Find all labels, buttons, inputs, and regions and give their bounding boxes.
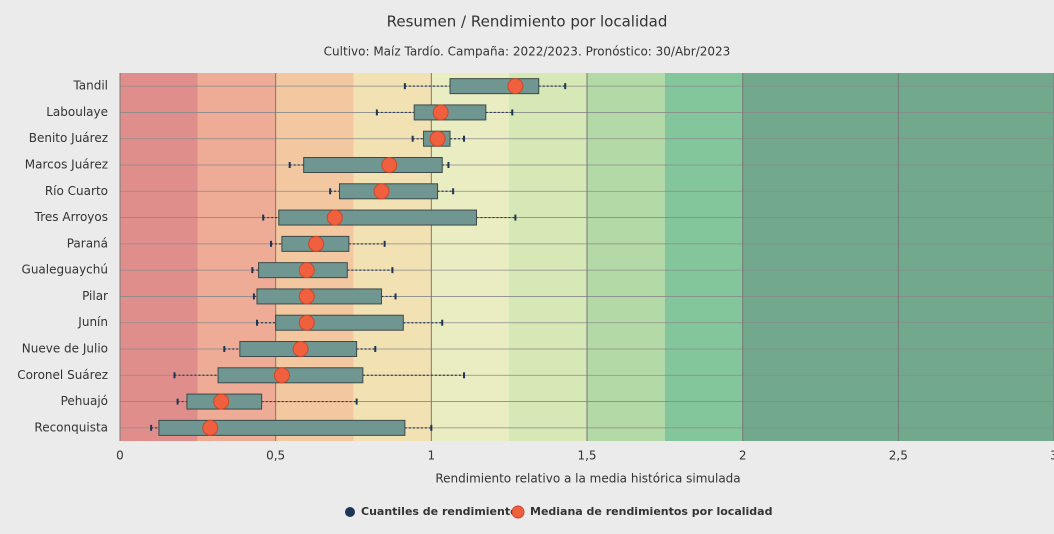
y-tick-label: Gualeguaychú xyxy=(22,263,108,277)
legend-marker xyxy=(345,507,355,517)
x-tick-label: 1 xyxy=(428,449,436,463)
y-tick-label: Pilar xyxy=(82,289,108,303)
x-tick-label: 0 xyxy=(116,449,124,463)
x-axis-title: Rendimiento relativo a la media históric… xyxy=(435,472,740,486)
y-tick-label: Nueve de Julio xyxy=(22,342,108,356)
median-point xyxy=(373,183,390,200)
median-point xyxy=(326,209,343,226)
x-tick-label: 1,5 xyxy=(577,449,596,463)
y-tick-label: Laboulaye xyxy=(46,105,108,119)
background-band xyxy=(120,73,198,441)
median-point xyxy=(273,367,290,384)
box xyxy=(158,419,406,436)
y-tick-label: Marcos Juárez xyxy=(25,158,108,172)
median-point xyxy=(381,157,398,173)
background-band xyxy=(431,73,510,441)
background-band xyxy=(587,73,665,441)
y-tick-label: Paraná xyxy=(67,236,108,250)
box xyxy=(303,157,443,173)
x-tick-label: 2,5 xyxy=(889,449,908,463)
y-tick-label: Junín xyxy=(77,315,108,329)
legend-marker xyxy=(511,505,525,519)
median-point xyxy=(213,393,230,410)
median-point xyxy=(432,104,449,121)
box xyxy=(256,288,383,305)
box xyxy=(278,209,477,226)
median-point xyxy=(292,341,309,357)
y-tick-label: Río Cuarto xyxy=(45,184,108,198)
x-tick-label: 2 xyxy=(739,449,747,463)
background-band xyxy=(353,73,432,441)
y-tick-label: Tres Arroyos xyxy=(34,210,108,224)
x-tick-label: 0,5 xyxy=(266,449,285,463)
background-band xyxy=(509,73,587,441)
median-point xyxy=(298,314,315,331)
legend-label: Cuantiles de rendimiento xyxy=(361,505,518,518)
chart-subtitle: Cultivo: Maíz Tardío. Campaña: 2022/2023… xyxy=(324,45,731,59)
background-band xyxy=(664,73,743,441)
x-tick-label: 3 xyxy=(1050,449,1054,463)
median-point xyxy=(298,262,315,279)
y-tick-label: Pehuajó xyxy=(61,394,108,408)
y-tick-label: Benito Juárez xyxy=(29,131,108,145)
legend-label: Mediana de rendimientos por localidad xyxy=(530,505,772,518)
box xyxy=(217,367,364,384)
y-tick-label: Reconquista xyxy=(34,420,108,434)
y-tick-label: Tandil xyxy=(72,79,108,93)
chart-title: Resumen / Rendimiento por localidad xyxy=(387,13,668,31)
box xyxy=(449,78,540,95)
median-point xyxy=(298,288,315,305)
y-tick-label: Coronel Suárez xyxy=(17,368,108,382)
box xyxy=(413,104,487,121)
background-band xyxy=(197,73,276,441)
median-point xyxy=(202,419,219,436)
box xyxy=(275,314,404,331)
median-point xyxy=(308,235,325,252)
background-band xyxy=(275,73,354,441)
median-point xyxy=(429,130,446,147)
median-point xyxy=(507,78,524,95)
